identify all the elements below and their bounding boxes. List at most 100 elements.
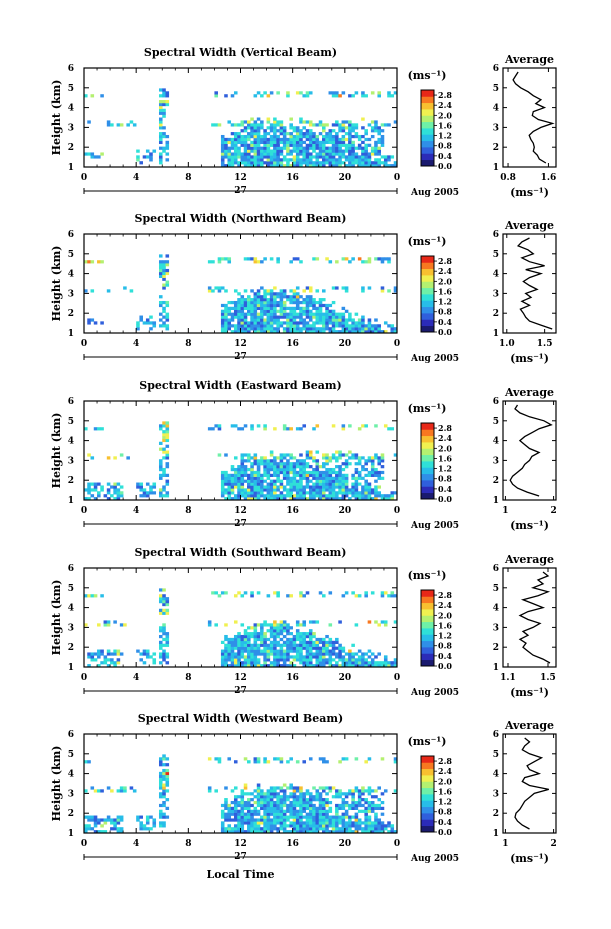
heatmap-cell <box>328 643 333 647</box>
heatmap-cell <box>299 91 303 95</box>
heatmap-cell <box>273 465 277 469</box>
heatmap-cell <box>312 146 316 150</box>
heatmap-cell <box>279 637 284 642</box>
heatmap-cell <box>224 830 228 834</box>
heatmap-cell <box>357 324 362 328</box>
heatmap-cell <box>139 824 143 828</box>
heatmap-cell <box>322 757 326 761</box>
heatmap-cell <box>217 260 222 264</box>
heatmap-cell <box>364 491 368 495</box>
heatmap-cell <box>312 795 316 799</box>
heatmap-cell <box>230 306 235 310</box>
heatmap-cell <box>328 129 333 133</box>
heatmap-cell <box>289 824 293 828</box>
heatmap-cell <box>322 453 326 457</box>
heatmap-cell <box>325 812 329 816</box>
heatmap-cell <box>158 318 163 322</box>
heatmap-cell <box>273 298 277 302</box>
heatmap-cell <box>338 129 342 133</box>
heatmap-cell <box>289 318 293 322</box>
heatmap-cell <box>331 453 336 457</box>
heatmap-cell <box>113 620 117 624</box>
heatmap-cell <box>325 321 329 325</box>
heatmap-cell <box>302 760 307 764</box>
heatmap-cell <box>348 155 352 159</box>
heatmap-cell <box>266 821 271 825</box>
heatmap-cell <box>351 652 355 656</box>
colorbar-unit: (ms⁻¹) <box>408 235 447 248</box>
heatmap-cell <box>331 646 336 650</box>
heatmap-cell <box>338 123 342 127</box>
heatmap-cell <box>322 143 326 147</box>
heatmap-cell <box>299 327 303 331</box>
heatmap-cell <box>263 652 267 656</box>
heatmap-cell <box>224 143 228 147</box>
heatmap-cell <box>237 298 241 302</box>
heatmap-cell <box>295 821 300 825</box>
heatmap-cell <box>224 798 228 802</box>
heatmap-cell <box>230 330 235 334</box>
heatmap-cell <box>269 818 274 822</box>
heatmap-cell <box>260 324 264 328</box>
heatmap-cell <box>286 640 290 644</box>
heatmap-cell <box>325 137 329 142</box>
heatmap-cell <box>276 626 280 630</box>
heatmap-cell <box>227 637 232 642</box>
heatmap-cell <box>250 315 254 319</box>
heatmap-cell <box>230 318 235 322</box>
heatmap-cell <box>247 295 251 299</box>
heatmap-cell <box>211 591 215 595</box>
heatmap-cell <box>250 646 254 650</box>
heatmap-cell <box>299 470 303 475</box>
heatmap-cell <box>165 643 170 647</box>
heatmap-cell <box>230 123 235 127</box>
heatmap-cell <box>237 134 241 139</box>
heatmap-cell <box>357 821 362 825</box>
heatmap-cell <box>393 286 398 290</box>
heatmap-cell <box>243 497 248 501</box>
average-frame <box>502 733 557 834</box>
panel-title: Spectral Width (Southward Beam) <box>134 546 346 559</box>
heatmap-cell <box>227 309 232 313</box>
heatmap-cell <box>335 476 339 480</box>
heatmap-cell <box>370 149 375 153</box>
heatmap-cell <box>282 470 287 475</box>
heatmap-cell <box>162 812 166 816</box>
heatmap-cell <box>260 626 264 630</box>
heatmap-cell <box>318 123 323 127</box>
heatmap-cell <box>149 485 153 489</box>
heatmap-cell <box>273 146 277 150</box>
heatmap-cell <box>119 786 124 790</box>
heatmap-cell <box>247 812 251 816</box>
heatmap-cell <box>302 94 307 98</box>
heatmap-cell <box>256 321 261 325</box>
heatmap-cell <box>387 257 391 261</box>
x-tick-label: 16 <box>286 173 299 183</box>
heatmap-cell <box>292 800 297 805</box>
heatmap-cell <box>247 634 251 639</box>
heatmap-cell <box>387 821 391 825</box>
heatmap-cell <box>260 803 264 808</box>
heatmap-cell <box>266 824 271 828</box>
heatmap-cell <box>393 164 398 168</box>
heatmap-cell <box>328 152 333 156</box>
heatmap-cell <box>292 465 297 469</box>
heatmap-cell <box>273 306 277 310</box>
heatmap-cell <box>338 126 342 130</box>
heatmap-cell <box>123 286 127 290</box>
heatmap-cell <box>256 658 261 662</box>
heatmap-cell <box>338 827 342 831</box>
heatmap-cell <box>364 815 368 819</box>
heatmap-cell <box>243 800 248 805</box>
heatmap-cell <box>292 470 297 475</box>
heatmap-cell <box>247 306 251 310</box>
heatmap-cell <box>220 303 225 308</box>
heatmap-cell <box>322 456 326 460</box>
heatmap-cell <box>305 640 310 644</box>
heatmap-cell <box>276 292 280 296</box>
heatmap-cell <box>279 485 284 489</box>
heatmap-cell <box>266 491 271 495</box>
heatmap-cell <box>136 327 140 331</box>
heatmap-cell <box>351 488 355 492</box>
heatmap-cell <box>299 637 303 642</box>
